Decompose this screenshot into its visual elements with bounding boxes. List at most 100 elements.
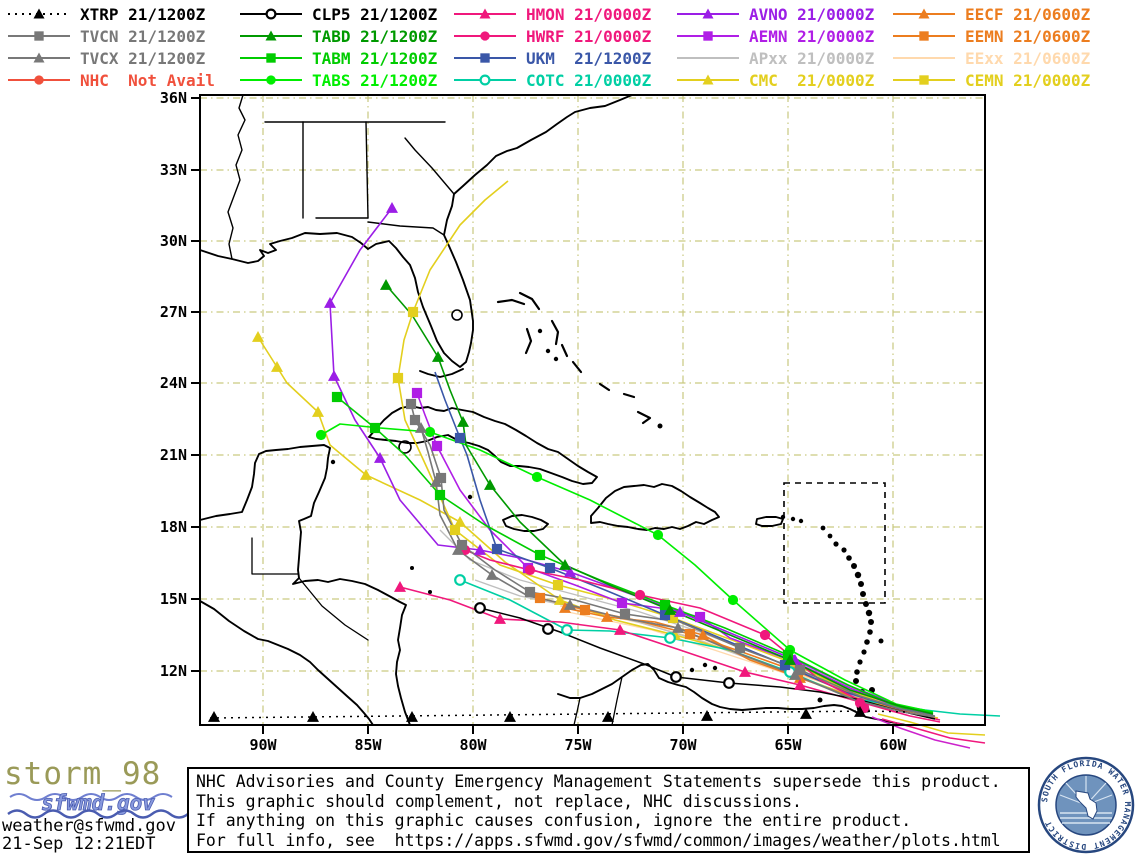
legend-label: EExx 21/0600Z [965,48,1091,68]
track-marker [504,711,516,722]
legend-label: TVCN 21/1200Z [80,26,206,46]
track-marker [480,53,490,63]
track-marker [484,479,496,490]
track-marker [328,370,340,381]
track-marker [794,672,806,683]
legend-swatch [677,74,739,85]
track-marker [723,677,735,689]
legend-label: CLP5 21/1200Z [312,4,438,24]
track-marker [794,664,806,676]
track-marker [457,416,469,427]
track-marker [33,8,45,19]
legend-label: NHC Not Avail [80,70,215,90]
border-honduras [298,577,369,641]
map-frame [191,94,986,734]
track-marker [386,202,398,213]
track-marker [800,708,812,719]
track-marker [559,559,571,570]
lat-label: 30N [160,232,187,250]
track-marker [534,592,546,604]
legend-swatch [893,31,955,41]
track-marker [265,30,277,41]
legend-entry-tabs: TABS 21/1200Z [238,70,437,90]
legend-label: COTC 21/0000Z [526,70,652,90]
track-marker [208,711,220,722]
mississippi-river [227,94,246,260]
legend-label: AEMN 21/0000Z [749,26,875,46]
track-marker [734,642,746,654]
track-marker [602,711,614,722]
legend-entry-avno: AVNO 21/0000Z [675,4,874,24]
track-marker [392,372,404,384]
legend-entry-nhc: NHC Not Avail [6,70,215,90]
legend-entry-cotc: COTC 21/0000Z [452,70,651,90]
model-tracks [209,180,1001,749]
lat-label: 15N [160,590,187,608]
legend-swatch [677,31,739,41]
track-marker [782,649,794,661]
track-marker [542,623,554,635]
legend-swatch [240,8,302,20]
track-marker [667,612,679,624]
legend-label: TVCX 21/1200Z [80,48,206,68]
legend-swatch [677,57,739,59]
track-marker [431,440,443,452]
track-marker [674,606,686,617]
track-marker [616,597,628,609]
track-marker [369,422,381,434]
track-marker [411,387,423,399]
legend-entry-tvcn: TVCN 21/1200Z [6,26,205,46]
track-marker [479,8,491,19]
legend-label: HWRF 21/0000Z [526,26,652,46]
legend-label: CMC 21/0000Z [749,70,875,90]
legend-entry-eexx: EExx 21/0600Z [891,48,1090,68]
axis-labels: 36N 33N 30N 27N 24N 21N 18N 15N 12N 90W 85W 80W 75W 7… [160,89,908,754]
track-marker [315,429,327,441]
legend-entry-tabd: TABD 21/1200Z [238,26,437,46]
track-marker [494,613,506,624]
legend-swatch [454,31,516,41]
track-marker [531,471,543,483]
track-marker [559,602,571,613]
track-marker [331,391,343,403]
legend-swatch [240,30,302,41]
logo-wave-top [9,793,173,801]
legend-swatch [893,8,955,19]
seal-water-lines [1060,812,1112,824]
track-marker [702,74,714,85]
legend-label: AVNO 21/0000Z [749,4,875,24]
track-avno [329,207,934,713]
track-marker [664,604,676,615]
legend-entry-cemn: CEMN 21/0000Z [891,70,1090,90]
track-marker [374,452,386,463]
lesser-antilles [780,514,875,695]
track-marker [307,711,319,722]
lon-label: 70W [669,736,697,754]
legend-entry-hmon: HMON 21/0000Z [452,4,651,24]
disclaimer-line: NHC Advisories and County Emergency Mana… [196,772,1001,791]
track-marker [561,624,573,636]
lat-label: 12N [160,662,187,680]
lat-label: 33N [160,161,187,179]
legend-entry-xtrp: XTRP 21/1200Z [6,4,205,24]
legend-label: CEMN 21/0000Z [965,70,1091,90]
track-marker [601,611,613,622]
logo-text: sfwmd.gov [41,791,155,815]
track-marker [918,8,930,19]
track-marker [33,52,45,63]
track-marker [701,710,713,721]
storm-id-label: storm_98 [4,756,162,792]
legend-entry-tabm: TABM 21/1200Z [238,48,437,68]
track-marker [672,622,684,633]
track-marker [579,604,591,616]
coastlines [199,94,907,726]
legend-swatch [8,8,70,19]
timestamp: 21-Sep 12:21EDT [2,834,156,854]
track-marker [454,432,466,444]
track-marker [703,31,713,41]
legend-entry-clp5: CLP5 21/1200Z [238,4,437,24]
legend-entry-hwrf: HWRF 21/0000Z [452,26,651,46]
state-border-fl-ga [367,221,445,236]
track-marker [415,422,427,433]
cuba [368,405,598,485]
